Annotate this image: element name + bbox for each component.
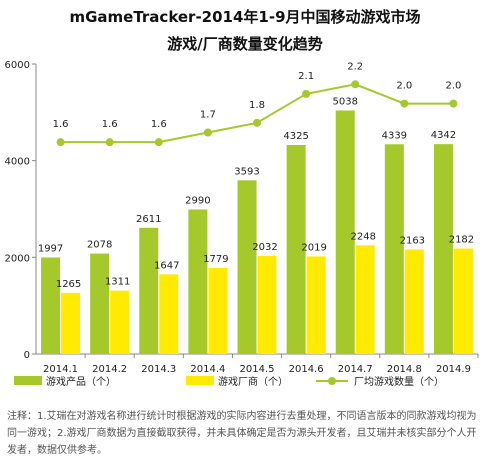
- bar-vendors: [110, 290, 130, 354]
- bar-vendors-label: 2248: [350, 231, 375, 242]
- line-point: [105, 138, 114, 147]
- line-point: [56, 138, 65, 147]
- legend-swatch-avg-dot: [328, 377, 336, 385]
- bar-games: [335, 110, 355, 354]
- line-point-label: 1.8: [249, 100, 265, 111]
- line-point-label: 2.2: [347, 61, 363, 72]
- bar-games-label: 4342: [431, 130, 456, 141]
- legend-label-games: 游戏产品（个）: [46, 375, 116, 388]
- bar-games-label: 2078: [87, 240, 112, 251]
- line-point-label: 1.6: [53, 119, 69, 130]
- bar-games-label: 4339: [382, 130, 407, 141]
- x-tick-label: 2014.8: [387, 364, 422, 375]
- y-tick-label: 6000: [5, 60, 30, 71]
- bar-vendors: [159, 274, 179, 354]
- chart-title: mGameTracker-2014年1-9月中国移动游戏市场: [69, 8, 421, 26]
- x-tick-label: 2014.6: [289, 364, 324, 375]
- bar-games-label: 2990: [185, 195, 210, 206]
- y-tick-label: 4000: [5, 157, 30, 168]
- line-point: [154, 138, 163, 147]
- line-point: [203, 128, 212, 137]
- bar-vendors-label: 2182: [449, 235, 474, 246]
- bar-vendors: [306, 256, 326, 354]
- line-point: [400, 99, 409, 108]
- line-point-label: 2.0: [445, 81, 461, 92]
- bar-vendors-label: 2163: [400, 235, 425, 246]
- legend-label-avg: 厂均游戏数量（个）: [354, 375, 444, 388]
- y-tick-label: 0: [24, 350, 30, 361]
- bar-games: [188, 209, 208, 354]
- line-point-label: 1.7: [200, 110, 216, 121]
- bar-games-label: 5038: [332, 96, 357, 107]
- bar-games-label: 1997: [38, 243, 63, 254]
- bar-games-label: 2611: [136, 214, 161, 225]
- x-tick-label: 2014.1: [43, 364, 78, 375]
- bar-games: [237, 180, 257, 354]
- x-tick-label: 2014.2: [92, 364, 127, 375]
- x-tick-label: 2014.4: [190, 364, 225, 375]
- line-point: [253, 118, 261, 127]
- x-tick-label: 2014.5: [240, 364, 275, 375]
- line-point: [302, 89, 311, 98]
- chart-subtitle: 游戏/厂商数量变化趋势: [167, 35, 323, 53]
- y-tick-label: 2000: [5, 253, 30, 264]
- line-point: [449, 99, 458, 108]
- bar-vendors: [208, 268, 228, 354]
- bar-games: [139, 227, 159, 354]
- footnote: 注释：1.艾瑞在对游戏名称进行统计时根据游戏的实际内容进行去重处理，不同语言版本…: [7, 411, 477, 456]
- bar-vendors: [453, 248, 473, 354]
- x-tick-label: 2014.7: [338, 364, 373, 375]
- bar-games-label: 4325: [283, 131, 308, 142]
- bar-vendors: [404, 249, 424, 354]
- bar-vendors: [355, 245, 375, 354]
- legend-label-vendors: 游戏厂商（个）: [218, 375, 288, 388]
- bar-vendors: [257, 255, 277, 354]
- bar-games: [41, 257, 61, 354]
- line-point-label: 1.6: [102, 119, 118, 130]
- line-point: [351, 80, 360, 89]
- line-point-label: 1.6: [151, 119, 167, 130]
- bar-vendors-label: 1311: [105, 277, 130, 288]
- line-point-label: 2.1: [298, 71, 314, 82]
- bar-line-chart: 0 2000 4000 6000 1997 1265 2014.1 2078 1311 2014.…: [5, 60, 479, 388]
- legend-swatch-games: [14, 376, 42, 385]
- bar-games: [384, 144, 404, 354]
- bar-vendors: [61, 292, 81, 354]
- bar-vendors-label: 2019: [301, 242, 326, 253]
- bar-vendors-label: 1647: [154, 260, 179, 271]
- line-point-label: 2.0: [396, 81, 412, 92]
- x-tick-label: 2014.3: [141, 364, 176, 375]
- bar-vendors-label: 1779: [203, 254, 228, 265]
- bar-games: [286, 144, 306, 354]
- bar-games: [90, 253, 110, 354]
- bar-games: [433, 144, 453, 354]
- legend-swatch-vendors: [186, 376, 214, 385]
- bar-vendors-label: 2032: [252, 242, 277, 253]
- bar-vendors-label: 1265: [56, 279, 81, 290]
- bar-games-label: 3593: [234, 166, 259, 177]
- x-tick-label: 2014.9: [436, 364, 471, 375]
